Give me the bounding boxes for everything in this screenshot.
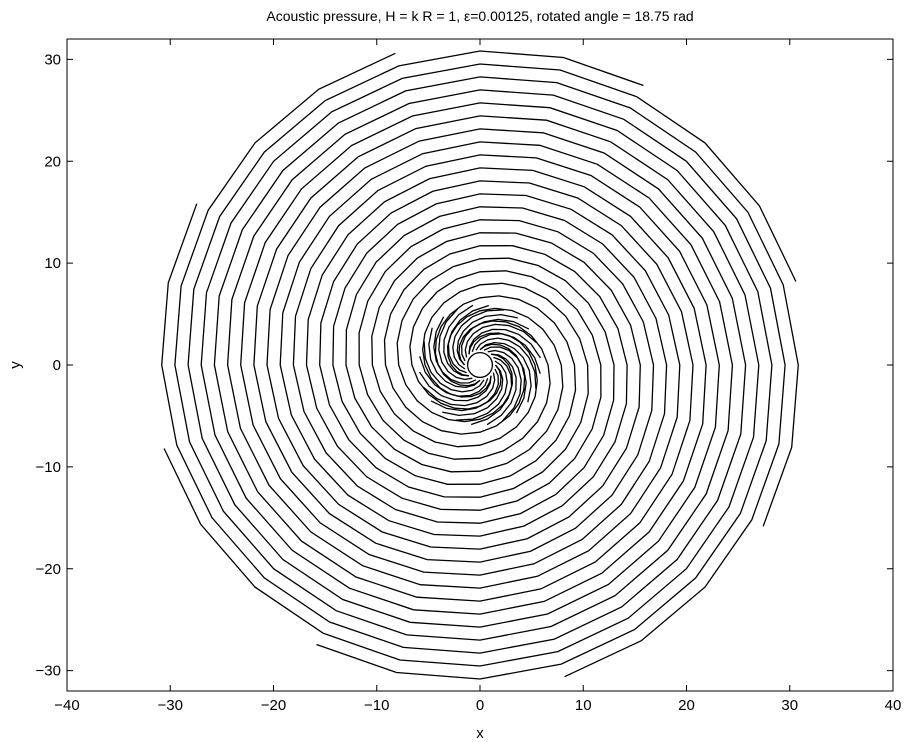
x-tick-label: 0 — [476, 697, 484, 714]
x-tick-label: 40 — [885, 697, 902, 714]
near-field-contour-line — [455, 360, 508, 421]
x-axis-label: x — [476, 725, 484, 742]
chart-title: Acoustic pressure, H = k R = 1, ε=0.0012… — [266, 8, 693, 24]
near-field-contour-line — [470, 356, 513, 426]
contour-line — [174, 52, 734, 641]
near-field-contour-line — [471, 333, 541, 374]
y-axis-ticks: −30 −20 −10 0 10 20 30 — [36, 51, 893, 680]
contour-line — [187, 50, 720, 628]
near-field-contour-line — [433, 316, 477, 384]
y-tick-label: 10 — [44, 255, 61, 272]
contour-line — [213, 76, 799, 602]
near-field-contour-line — [428, 327, 481, 389]
contour-line — [163, 115, 760, 667]
near-field-contour-line — [452, 309, 505, 370]
contour-line — [161, 128, 747, 654]
near-field-contour-line — [464, 323, 538, 358]
y-tick-label: −10 — [36, 459, 61, 476]
near-field-contour-line — [447, 304, 490, 374]
y-axis-label: y — [7, 361, 24, 369]
y-tick-label: 20 — [44, 153, 61, 170]
near-field-contour-line — [442, 364, 504, 417]
x-tick-label: −20 — [261, 697, 286, 714]
near-field-contour-line — [486, 353, 517, 426]
x-axis-ticks: −40 −30 −20 −10 0 10 20 30 40 — [54, 39, 901, 714]
near-field-contour-line — [487, 349, 522, 422]
near-field-contour-line — [479, 341, 532, 403]
contour-line — [200, 63, 797, 615]
near-field-contour-line — [475, 337, 537, 389]
near-field-contour-line — [418, 371, 492, 402]
y-tick-label: 0 — [53, 357, 61, 374]
contour-line — [226, 89, 786, 678]
near-field-contour-line — [438, 308, 473, 381]
near-field-contour-line — [419, 356, 489, 397]
near-field-contour-line — [422, 372, 496, 407]
near-field-contour-line — [468, 328, 542, 359]
near-field-contour-line — [483, 346, 527, 414]
near-field-contour-line — [461, 318, 530, 362]
x-tick-label: 30 — [781, 697, 798, 714]
x-tick-label: 20 — [678, 697, 695, 714]
contour-lines — [161, 50, 799, 680]
y-tick-label: 30 — [44, 51, 61, 68]
near-field-contour-line — [443, 304, 474, 377]
contour-line — [240, 102, 773, 680]
near-field-contour-line — [430, 368, 499, 412]
y-tick-label: −30 — [36, 663, 61, 680]
cylinder-obstacle — [466, 351, 494, 379]
x-tick-label: 10 — [575, 697, 592, 714]
y-tick-label: −20 — [36, 561, 61, 578]
near-field-contour-line — [456, 313, 518, 366]
x-tick-label: −30 — [158, 697, 183, 714]
near-field-contour-line — [423, 341, 485, 393]
x-tick-label: −10 — [364, 697, 389, 714]
x-tick-label: −40 — [54, 697, 79, 714]
